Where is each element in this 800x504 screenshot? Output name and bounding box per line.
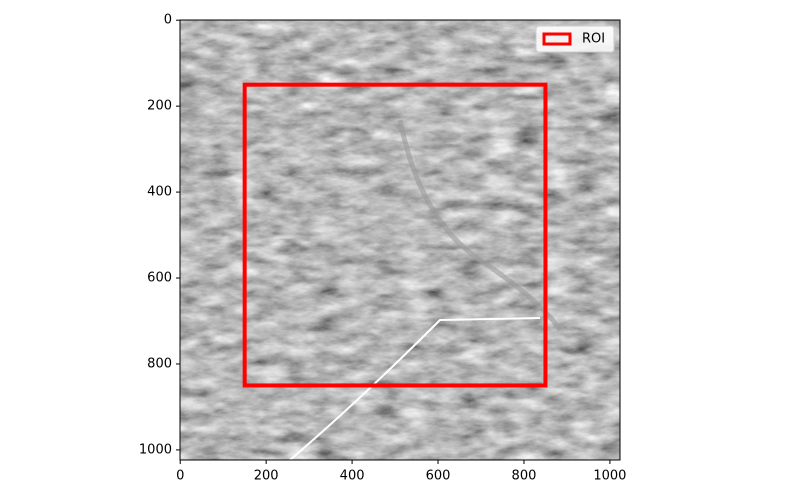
x-tick-label: 200 [254,469,279,484]
x-tick-label: 1000 [593,469,626,484]
y-tick-label: 400 [147,185,172,200]
y-tick-label: 600 [147,271,172,286]
legend-swatch [542,32,572,46]
x-tick-label: 0 [176,469,184,484]
x-tick-label: 600 [426,469,451,484]
roi-rectangle [242,82,548,388]
y-tick-label: 800 [147,356,172,371]
y-tick-label: 200 [147,99,172,114]
y-tick-label: 1000 [139,442,172,457]
x-tick-label: 400 [340,469,365,484]
axes-frame [179,19,621,461]
y-tick-label: 0 [164,13,172,28]
legend-label: ROI [582,32,605,47]
x-tick-label: 800 [512,469,537,484]
